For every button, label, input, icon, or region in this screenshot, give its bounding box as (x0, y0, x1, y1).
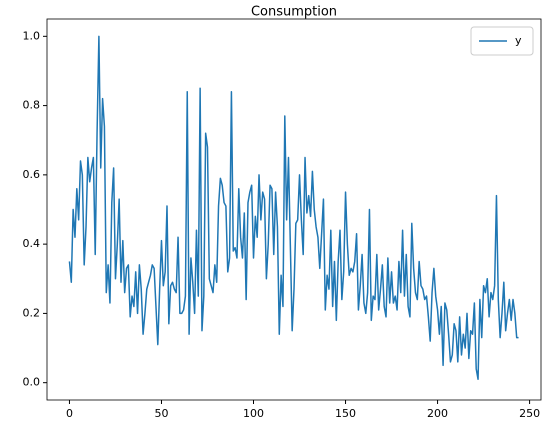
x-tick-label: 100 (243, 407, 264, 420)
chart-title: Consumption (251, 5, 337, 20)
y-tick-label: 0.2 (23, 306, 41, 319)
x-tick-label: 50 (154, 407, 168, 420)
x-tick-label: 150 (335, 407, 356, 420)
plot-frame (46, 18, 542, 401)
x-tick-label: 250 (519, 407, 540, 420)
x-tick-label: 200 (427, 407, 448, 420)
y-tick-label: 0.6 (23, 168, 41, 181)
y-tick-label: 0.4 (23, 237, 41, 250)
y-tick-label: 1.0 (23, 29, 41, 42)
legend-label: y (515, 34, 522, 47)
y-tick-label: 0.8 (23, 99, 41, 112)
data-line (68, 35, 519, 380)
x-tick-label: 0 (66, 407, 73, 420)
y-tick-label: 0.0 (23, 376, 41, 389)
